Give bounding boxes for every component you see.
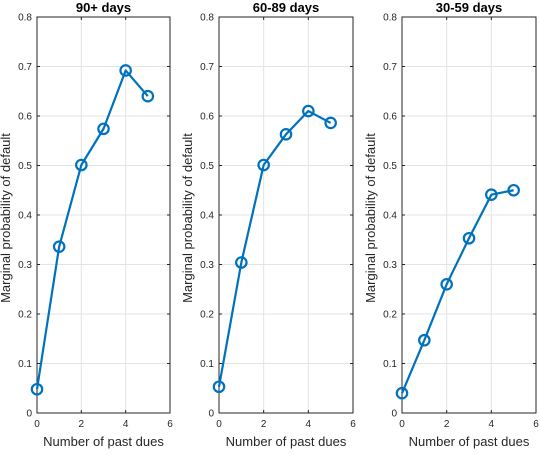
y-tick-label: 0.2 bbox=[18, 310, 32, 321]
y-tick-label: 0.7 bbox=[18, 62, 32, 73]
chart-title: 90+ days bbox=[76, 0, 131, 15]
y-tick-label: 0.5 bbox=[200, 161, 214, 172]
x-tick-label: 6 bbox=[167, 419, 173, 430]
y-tick-label: 0.1 bbox=[200, 359, 214, 370]
y-axis-label: Marginal probability of default bbox=[363, 133, 378, 303]
data-point bbox=[485, 188, 498, 202]
x-tick-label: 6 bbox=[350, 419, 356, 430]
x-tick-label: 2 bbox=[79, 419, 85, 430]
data-point bbox=[302, 104, 315, 118]
y-tick-label: 0.5 bbox=[18, 161, 32, 172]
x-axis-label: Number of past dues bbox=[226, 434, 347, 449]
y-tick-label: 0.2 bbox=[383, 310, 397, 321]
y-tick-label: 0.6 bbox=[200, 112, 214, 123]
data-point bbox=[75, 158, 88, 172]
x-tick-label: 2 bbox=[444, 419, 450, 430]
y-tick-label: 0.4 bbox=[18, 211, 32, 222]
x-tick-label: 4 bbox=[306, 419, 312, 430]
y-tick-label: 0 bbox=[208, 409, 214, 420]
x-tick-label: 2 bbox=[261, 419, 267, 430]
chart-panel-2: 0 2 4 6 0 0.1 0.2 0.3 0.4 0.5 0.6 0.7 0.8 60-89 days N… bbox=[180, 0, 356, 449]
y-tick-label: 0 bbox=[26, 409, 32, 420]
y-tick-label: 0.7 bbox=[200, 62, 214, 73]
data-point bbox=[440, 277, 453, 291]
data-point bbox=[395, 386, 409, 400]
x-tick-label: 4 bbox=[489, 419, 495, 430]
chart-panel-1: 0 2 4 6 0 0.1 0.2 0.3 0.4 0.5 0.6 0.7 0.8 90+ days Num… bbox=[0, 0, 173, 449]
data-point bbox=[52, 240, 66, 253]
y-tick-label: 0.3 bbox=[383, 260, 397, 271]
y-tick-label: 0.4 bbox=[383, 211, 397, 222]
y-tick-label: 0.7 bbox=[383, 62, 397, 73]
y-tick-label: 0.2 bbox=[200, 310, 214, 321]
x-axis-label: Number of past dues bbox=[43, 434, 164, 449]
x-tick-label: 0 bbox=[34, 419, 40, 430]
y-tick-label: 0.4 bbox=[200, 211, 214, 222]
y-tick-label: 0.1 bbox=[18, 359, 32, 370]
data-point bbox=[507, 183, 520, 197]
data-point bbox=[30, 382, 44, 396]
x-tick-label: 4 bbox=[123, 419, 129, 430]
data-point bbox=[97, 122, 110, 136]
y-tick-label: 0.6 bbox=[383, 112, 397, 123]
data-point bbox=[462, 231, 476, 245]
data-point bbox=[257, 158, 270, 172]
y-tick-label: 0 bbox=[391, 409, 397, 420]
y-tick-label: 0.6 bbox=[18, 112, 32, 123]
data-point bbox=[212, 380, 226, 394]
chart-title: 60-89 days bbox=[253, 0, 320, 15]
x-tick-label: 6 bbox=[533, 419, 539, 430]
x-axis-label: Number of past dues bbox=[409, 434, 530, 449]
y-tick-label: 0.3 bbox=[200, 260, 214, 271]
y-axis-label: Marginal probability of default bbox=[0, 133, 13, 303]
data-point bbox=[141, 89, 155, 103]
y-tick-label: 0.8 bbox=[383, 13, 397, 24]
chart-panel-3: 0 2 4 6 0 0.1 0.2 0.3 0.4 0.5 0.6 0.7 0.8 30-59 days N… bbox=[363, 0, 539, 449]
data-point bbox=[418, 333, 431, 347]
series-line bbox=[400, 189, 514, 394]
data-point bbox=[235, 256, 248, 269]
data-point bbox=[279, 128, 293, 141]
y-tick-label: 0.5 bbox=[383, 161, 397, 172]
series-line bbox=[217, 109, 332, 387]
y-tick-label: 0.8 bbox=[18, 13, 32, 24]
x-tick-label: 0 bbox=[216, 419, 222, 430]
y-axis-label: Marginal probability of default bbox=[180, 133, 195, 303]
data-point bbox=[324, 116, 337, 130]
y-tick-label: 0.1 bbox=[383, 359, 397, 370]
y-tick-label: 0.8 bbox=[200, 13, 214, 24]
y-tick-label: 0.3 bbox=[18, 260, 32, 271]
chart-title: 30-59 days bbox=[436, 0, 503, 15]
data-point bbox=[119, 64, 132, 77]
x-tick-label: 0 bbox=[399, 419, 405, 430]
